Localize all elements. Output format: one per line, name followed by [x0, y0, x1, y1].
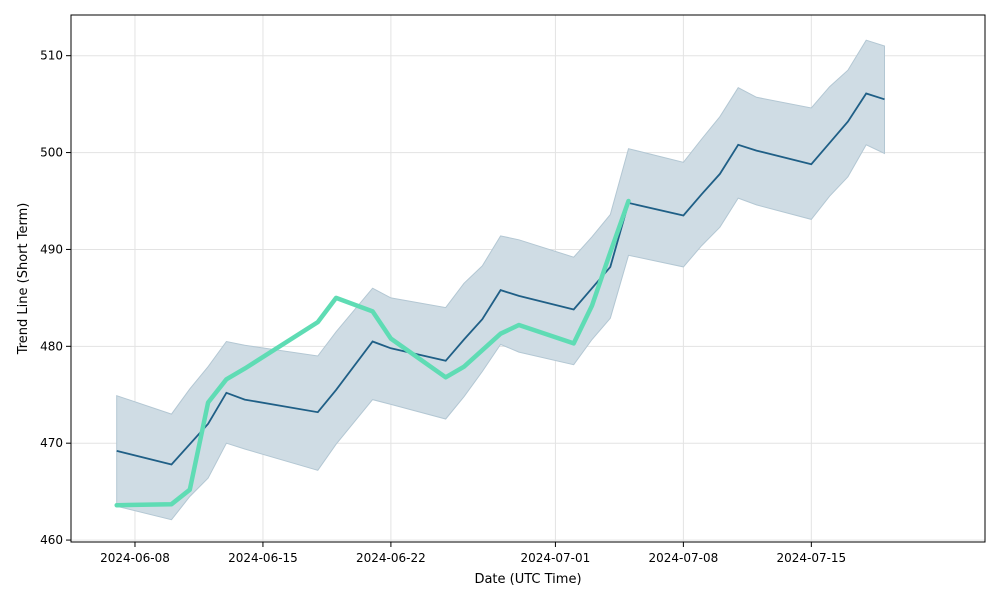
- x-tick-label: 2024-06-15: [228, 551, 298, 565]
- x-axis-ticks: 2024-06-08 2024-06-15 2024-06-22 2024-07-01…: [100, 542, 846, 565]
- observed-line: [114, 198, 631, 508]
- y-tick-label: 470: [40, 436, 63, 450]
- confidence-band: [116, 39, 885, 521]
- y-tick-label: 490: [40, 242, 63, 256]
- y-tick-label: 480: [40, 339, 63, 353]
- plot-frame: [70, 14, 986, 543]
- y-axis-ticks: 460 470 480 490 500 510: [40, 49, 71, 547]
- y-tick-label: 460: [40, 533, 63, 547]
- y-axis-label: Trend Line (Short Term): [16, 203, 31, 356]
- x-tick-label: 2024-06-08: [100, 551, 170, 565]
- x-tick-label: 2024-07-08: [649, 551, 719, 565]
- trend-line: [116, 92, 885, 466]
- y-tick-label: 510: [40, 49, 63, 63]
- y-tick-label: 500: [40, 146, 63, 160]
- x-axis-label: Date (UTC Time): [474, 572, 581, 587]
- x-tick-label: 2024-06-22: [356, 551, 426, 565]
- x-tick-label: 2024-07-01: [521, 551, 591, 565]
- x-tick-label: 2024-07-15: [776, 551, 846, 565]
